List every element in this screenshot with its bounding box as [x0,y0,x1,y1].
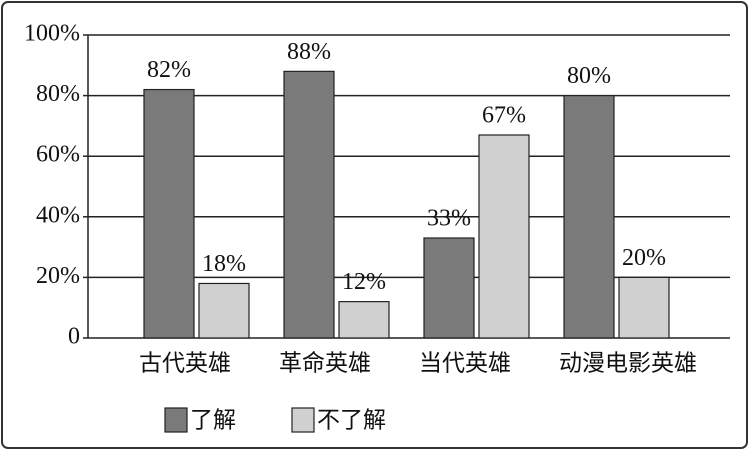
y-tick-label: 60% [36,142,80,168]
value-label: 88% [287,39,331,65]
bar [423,237,475,339]
value-label: 82% [147,57,191,83]
x-tick-label: 革命英雄 [279,351,371,377]
bar [563,94,615,339]
bar [198,282,250,339]
x-tick-label: 古代英雄 [139,351,231,377]
bar [338,301,390,339]
bar [143,88,195,339]
y-tick-label: 80% [36,81,80,107]
value-label: 18% [202,251,246,277]
y-tick-label: 100% [24,21,80,47]
y-tick-label: 20% [36,263,80,289]
legend-label: 不了解 [317,408,386,434]
value-label: 80% [567,63,611,89]
x-tick-label: 当代英雄 [419,351,511,377]
bar [283,70,335,339]
y-tick-label: 40% [36,202,80,228]
value-label: 67% [482,102,526,128]
legend-swatch [291,407,315,433]
y-tick-label: 0 [68,324,80,350]
value-label: 12% [342,269,386,295]
x-tick-label: 动漫电影英雄 [559,351,697,377]
value-label: 33% [427,206,471,232]
bar [618,276,670,339]
legend-label: 了解 [190,408,236,434]
value-label: 20% [622,245,666,271]
bar [478,134,530,339]
legend-swatch [164,407,188,433]
